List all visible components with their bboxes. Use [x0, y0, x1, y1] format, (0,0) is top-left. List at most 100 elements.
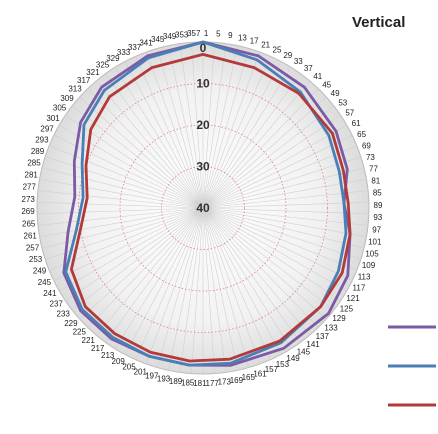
angle-tick-label: 165: [242, 373, 256, 382]
grid-spoke: [45, 156, 204, 209]
angle-tick-label: 241: [43, 289, 57, 298]
grid-spoke: [202, 207, 353, 282]
angle-tick-label: 65: [357, 130, 366, 139]
radial-tick-label: 20: [196, 118, 210, 132]
angle-tick-label: 305: [53, 104, 67, 113]
angle-tick-label: 333: [117, 48, 131, 57]
grid-spoke: [156, 207, 204, 368]
grid-spoke: [202, 114, 341, 209]
angle-tick-label: 289: [31, 147, 45, 156]
grid-spoke: [202, 207, 227, 373]
angle-tick-label: 205: [122, 363, 136, 372]
grid-spoke: [202, 167, 365, 209]
angle-tick-label: 213: [101, 351, 115, 360]
angle-tick-label: 201: [134, 367, 148, 376]
angle-tick-label: 133: [324, 323, 338, 332]
grid-spoke: [191, 42, 204, 209]
angle-tick-label: 129: [332, 314, 346, 323]
angle-tick-label: 297: [40, 125, 54, 134]
radial-tick-label: 40: [196, 201, 210, 215]
angle-tick-label: 217: [91, 344, 105, 353]
angle-tick-label: 17: [250, 37, 259, 46]
grid-spoke: [124, 61, 204, 209]
angle-tick-label: 309: [60, 94, 74, 103]
grid-spoke: [202, 207, 261, 365]
grid-spoke: [202, 67, 292, 209]
grid-spoke: [53, 207, 204, 282]
angle-tick-label: 313: [68, 85, 82, 94]
angle-tick-label: 225: [73, 328, 87, 337]
angle-tick-label: 145: [297, 347, 311, 356]
angle-tick-label: 101: [368, 237, 382, 246]
angle-tick-label: 97: [372, 225, 381, 234]
angle-tick-label: 157: [265, 365, 279, 374]
angle-tick-label: 73: [366, 153, 375, 162]
angle-tick-label: 269: [21, 207, 35, 216]
angle-tick-label: 149: [286, 354, 300, 363]
grid-spoke: [202, 207, 369, 215]
angle-tick-label: 137: [316, 332, 330, 341]
radial-tick-label: 10: [196, 77, 210, 91]
angle-tick-label: 57: [345, 109, 354, 118]
grid-spoke: [72, 207, 204, 311]
angle-tick-label: 329: [106, 54, 120, 63]
angle-tick-label: 277: [23, 183, 37, 192]
angle-tick-label: 93: [373, 213, 382, 222]
angle-tick-label: 177: [206, 379, 220, 388]
grid-ring: [161, 166, 245, 250]
angle-tick-label: 189: [169, 377, 183, 386]
angle-tick-label: 29: [283, 51, 292, 60]
grid-spoke: [135, 56, 204, 209]
angle-tick-label: 257: [26, 243, 40, 252]
angle-tick-label: 81: [371, 177, 380, 186]
chart-title: Vertical: [352, 14, 406, 31]
grid-spoke: [168, 45, 204, 209]
angle-tick-label: 69: [362, 141, 371, 150]
angle-tick-label: 197: [145, 371, 159, 380]
grid-spoke: [202, 45, 238, 209]
grid-spoke: [202, 207, 361, 260]
grid-spoke: [202, 207, 310, 336]
grid-spoke: [145, 207, 204, 365]
angle-tick-label: 345: [151, 35, 165, 44]
angle-tick-label: 341: [139, 39, 153, 48]
grid-spoke: [59, 207, 204, 292]
angle-tick-label: 245: [38, 278, 52, 287]
angle-tick-label: 105: [365, 249, 379, 258]
angle-tick-label: 125: [340, 304, 354, 313]
angle-tick-label: 265: [22, 219, 36, 228]
angle-tick-label: 209: [112, 357, 126, 366]
series-line-3: [70, 53, 352, 363]
angle-tick-label: 169: [230, 376, 244, 385]
angle-tick-label: 153: [276, 360, 290, 369]
angle-tick-label: 25: [273, 45, 282, 54]
grid-spoke: [202, 207, 215, 374]
grid-spoke: [202, 73, 301, 209]
grid-spoke: [179, 207, 204, 373]
angle-tick-label: 349: [163, 32, 177, 41]
radial-tick-label: 30: [196, 160, 210, 174]
angle-tick-label: 1: [204, 29, 209, 38]
angle-tick-label: 221: [82, 336, 96, 345]
grid-spoke: [202, 207, 369, 226]
angle-tick-label: 249: [33, 267, 47, 276]
grid-spoke: [202, 207, 282, 355]
grid-spoke: [37, 207, 204, 226]
grid-ring: [119, 124, 287, 292]
grid-spoke: [202, 207, 334, 311]
grid-spoke: [96, 207, 204, 336]
angle-tick-label: 117: [353, 283, 366, 292]
grid-spoke: [202, 207, 250, 368]
grid-spoke: [39, 178, 204, 209]
angle-tick-label: 181: [193, 379, 207, 388]
angle-tick-label: 321: [86, 68, 100, 77]
angle-tick-label: 261: [24, 231, 38, 240]
angle-tick-label: 353: [175, 30, 189, 39]
angle-tick-label: 273: [22, 195, 36, 204]
angle-tick-label: 45: [322, 80, 331, 89]
angle-tick-label: 233: [57, 309, 71, 318]
angle-tick-label: 237: [50, 299, 64, 308]
grid-spoke: [41, 207, 204, 249]
series-line-2: [64, 40, 348, 367]
grid-ring: [78, 83, 328, 333]
